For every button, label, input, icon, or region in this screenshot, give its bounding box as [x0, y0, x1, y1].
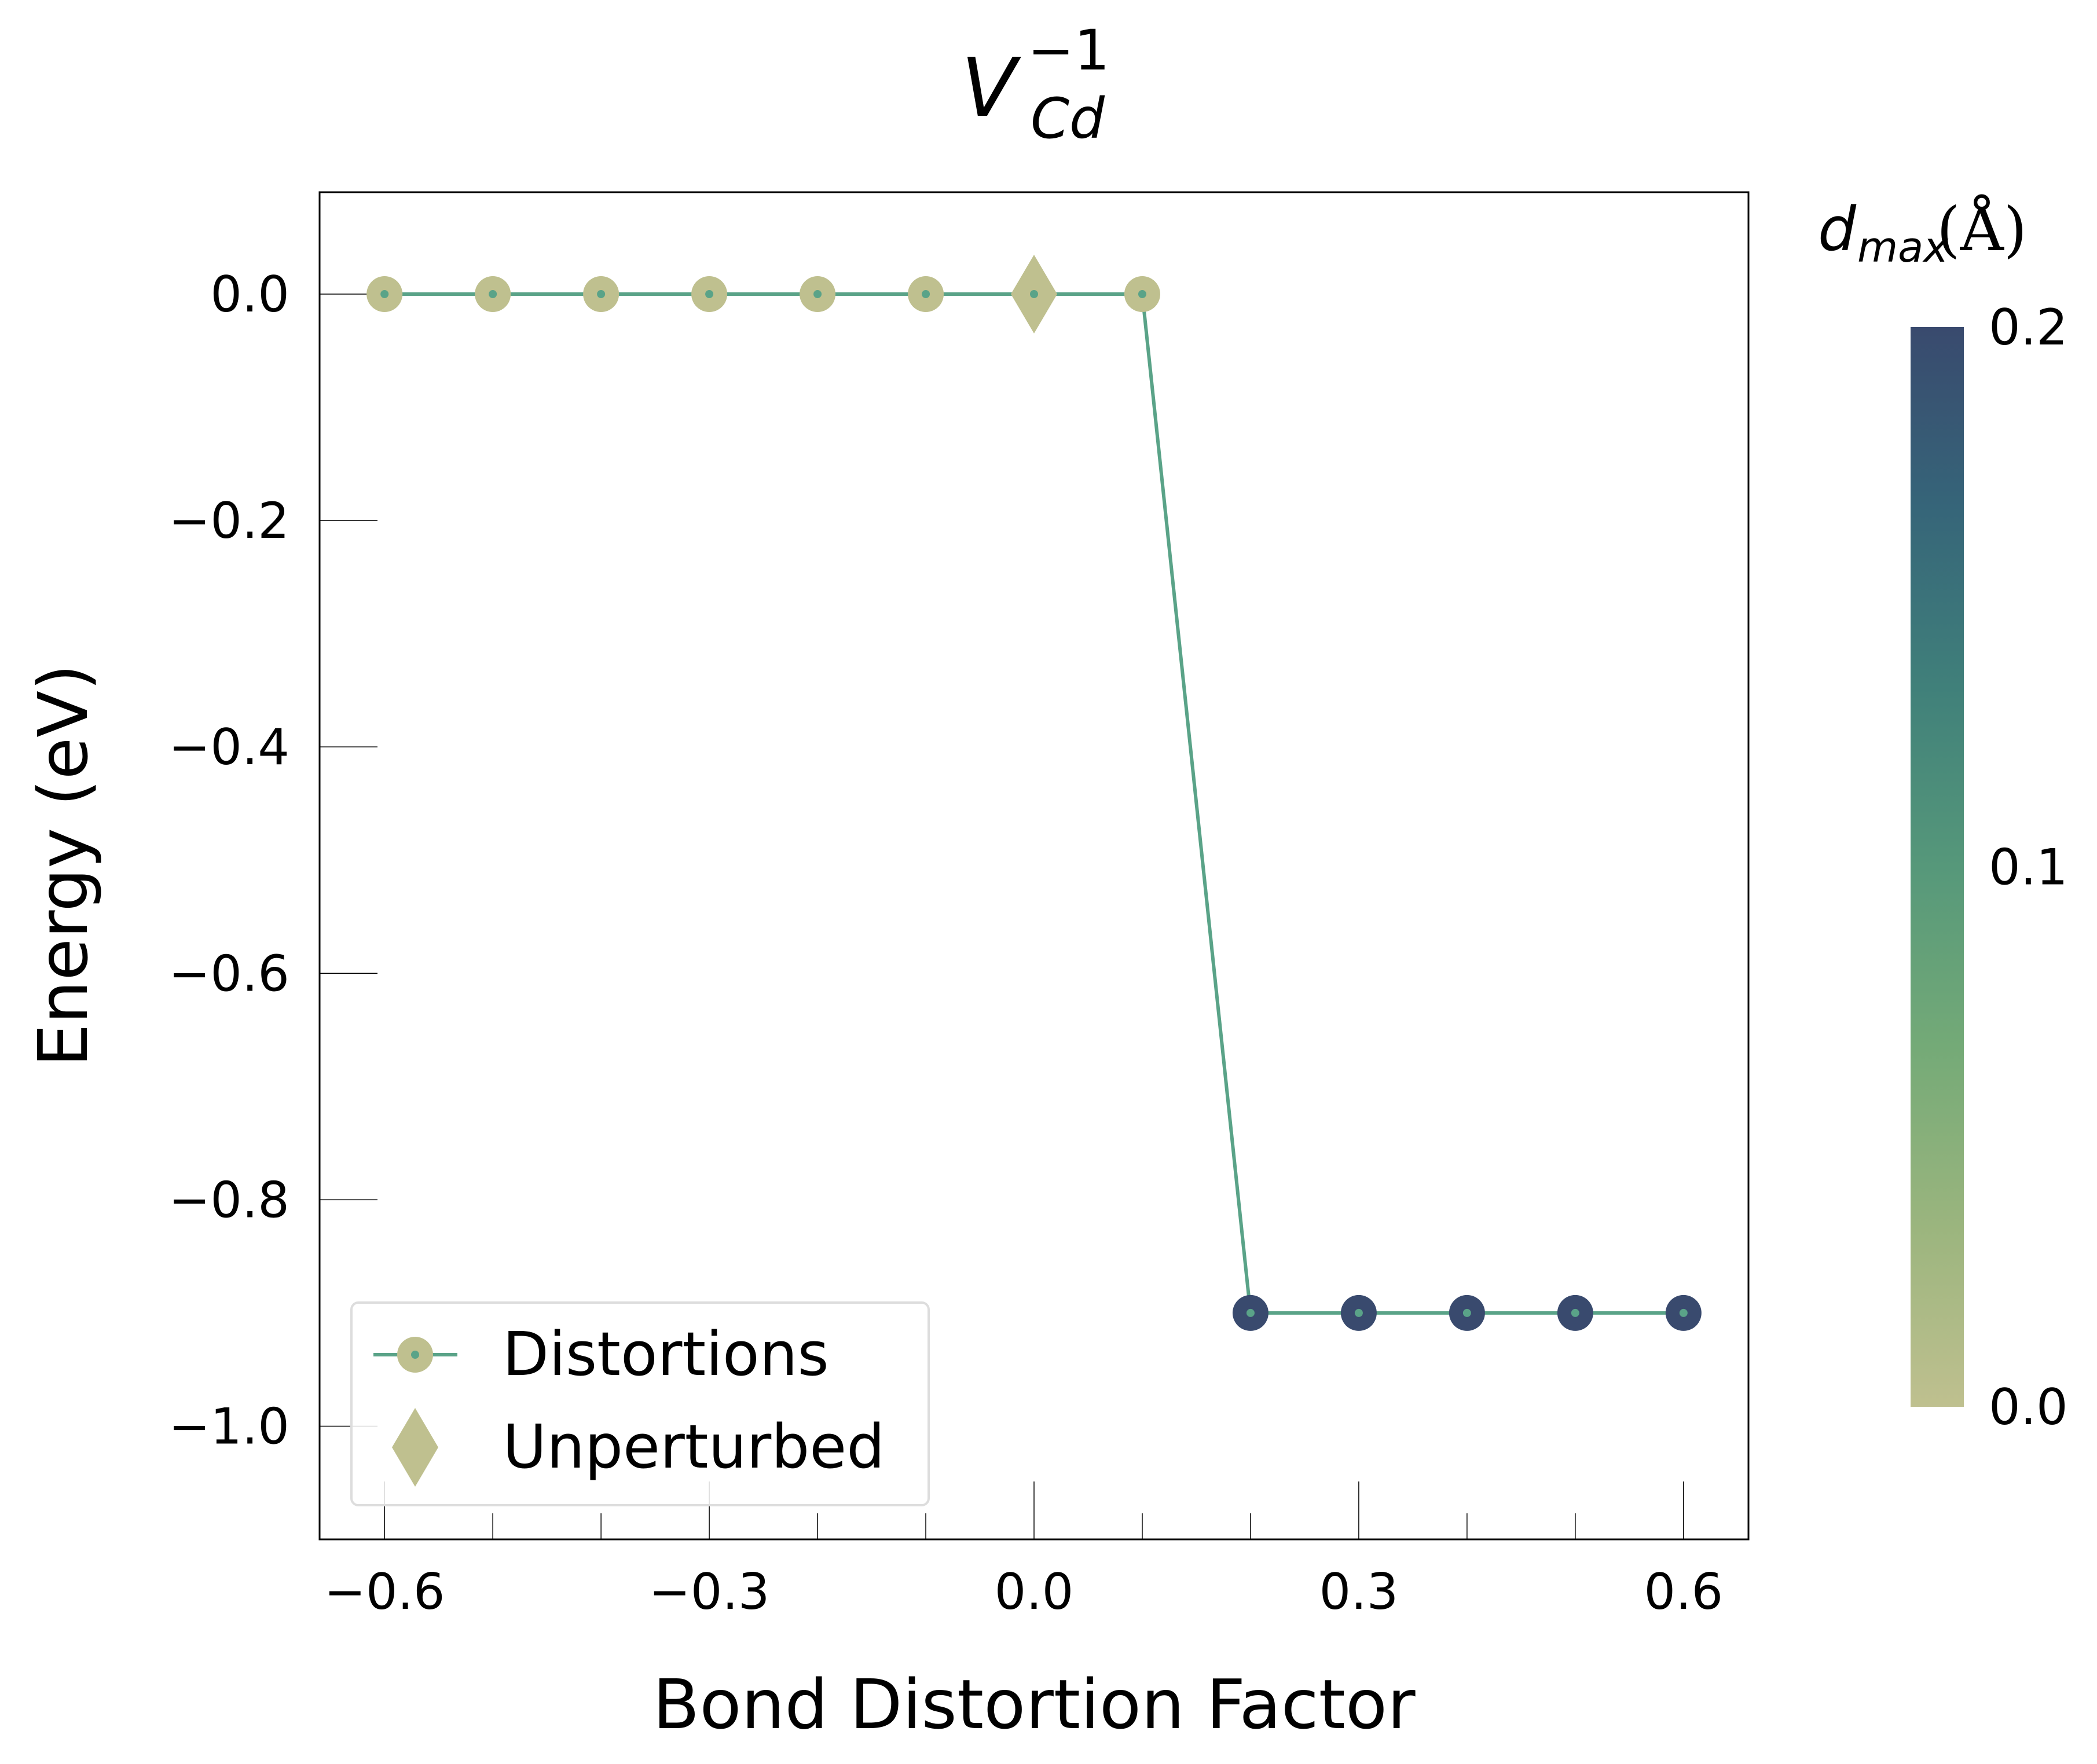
distortion-point-center [597, 289, 606, 298]
y-axis-label: Energy (eV) [23, 664, 103, 1067]
distortion-point-center [705, 289, 714, 298]
legend: Distortions Unperturbed [350, 1301, 930, 1506]
y-axis: 0.0 −0.2 −0.4 −0.6 −0.8 −1.0 [168, 266, 377, 1455]
y-tick-label: −0.6 [168, 945, 289, 1003]
series-line-distortions [384, 292, 1684, 1315]
series-lines [384, 292, 1684, 1315]
distortion-point-center [1246, 1308, 1255, 1317]
chart-title: V −1 Cd [961, 18, 1110, 151]
legend-box [350, 1301, 930, 1506]
x-axis: −0.6 −0.3 0.0 0.3 0.6 [324, 1481, 1723, 1621]
colorbar-label-main: d [1818, 194, 1857, 265]
colorbar-tick-label: 0.1 [1989, 839, 2068, 897]
distortion-point-center [1679, 1308, 1688, 1317]
distortion-point-center [489, 289, 497, 298]
y-tick-label: −1.0 [168, 1398, 289, 1455]
distortion-point-center [1138, 289, 1146, 298]
x-tick-label: 0.0 [995, 1563, 1074, 1621]
x-tick-label: −0.3 [649, 1563, 770, 1621]
colorbar: d max (Å) 0.0 0.1 0.2 [1818, 193, 2068, 1436]
legend-label-distortions: Distortions [503, 1319, 829, 1389]
legend-label-unperturbed: Unperturbed [503, 1411, 885, 1482]
distortion-point-center [1354, 1308, 1363, 1317]
colorbar-tick-label: 0.2 [1989, 299, 2068, 357]
x-tick-label: 0.3 [1319, 1563, 1399, 1621]
x-tick-label: 0.6 [1644, 1563, 1723, 1621]
x-axis-label: Bond Distortion Factor [652, 1664, 1416, 1744]
distortion-point-center [1571, 1308, 1579, 1317]
colorbar-ticks: 0.0 0.1 0.2 [1989, 299, 2068, 1436]
x-tick-label: −0.6 [324, 1563, 445, 1621]
y-tick-label: −0.8 [168, 1171, 289, 1229]
colorbar-label: d max (Å) [1818, 193, 2027, 272]
title-subscript: Cd [1031, 86, 1105, 151]
distortion-point-center [1462, 1308, 1471, 1317]
y-tick-label: −0.4 [168, 718, 289, 776]
colorbar-gradient [1911, 327, 1964, 1407]
colorbar-label-sub: max [1857, 223, 1949, 272]
y-tick-label: 0.0 [210, 266, 289, 324]
distortion-point-center [813, 289, 822, 298]
legend-diamond-marker [392, 1408, 438, 1487]
legend-circle-center [411, 1351, 419, 1359]
distortion-point-center [922, 289, 930, 298]
y-tick-label: −0.2 [168, 492, 289, 550]
unperturbed-point-center [1030, 289, 1038, 298]
data-markers [366, 254, 1702, 1331]
title-superscript: −1 [1028, 18, 1110, 83]
distortion-point-center [380, 289, 389, 298]
colorbar-tick-label: 0.0 [1989, 1378, 2068, 1436]
colorbar-label-unit: (Å) [1937, 193, 2027, 265]
title-base: V [961, 41, 1021, 135]
